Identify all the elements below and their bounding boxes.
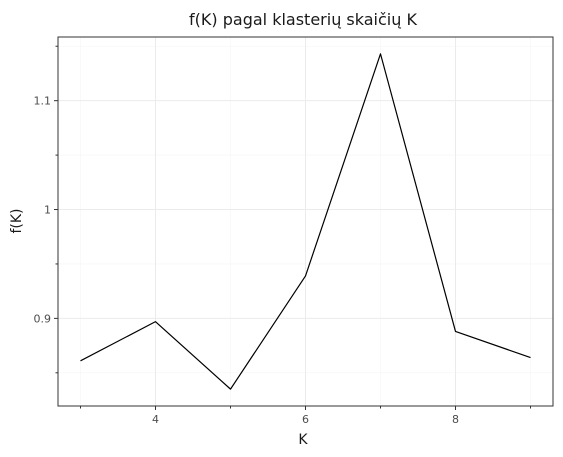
x-axis-title: K	[298, 432, 308, 448]
x-tick-label: 8	[452, 413, 459, 426]
y-axis-title: f(K)	[9, 208, 25, 233]
chart-title: f(K) pagal klasterių skaičių K	[189, 10, 417, 29]
grid	[58, 37, 553, 406]
x-tick-label: 4	[152, 413, 159, 426]
y-tick-label: 0.9	[34, 312, 52, 325]
x-tick-label: 6	[302, 413, 309, 426]
series-layer	[80, 53, 531, 390]
series-line	[80, 53, 531, 390]
y-tick-label: 1	[44, 204, 51, 217]
y-tick-label: 1.1	[34, 95, 52, 108]
axis-ticks: 4 6 8 0.9 1 1.1	[34, 45, 531, 426]
